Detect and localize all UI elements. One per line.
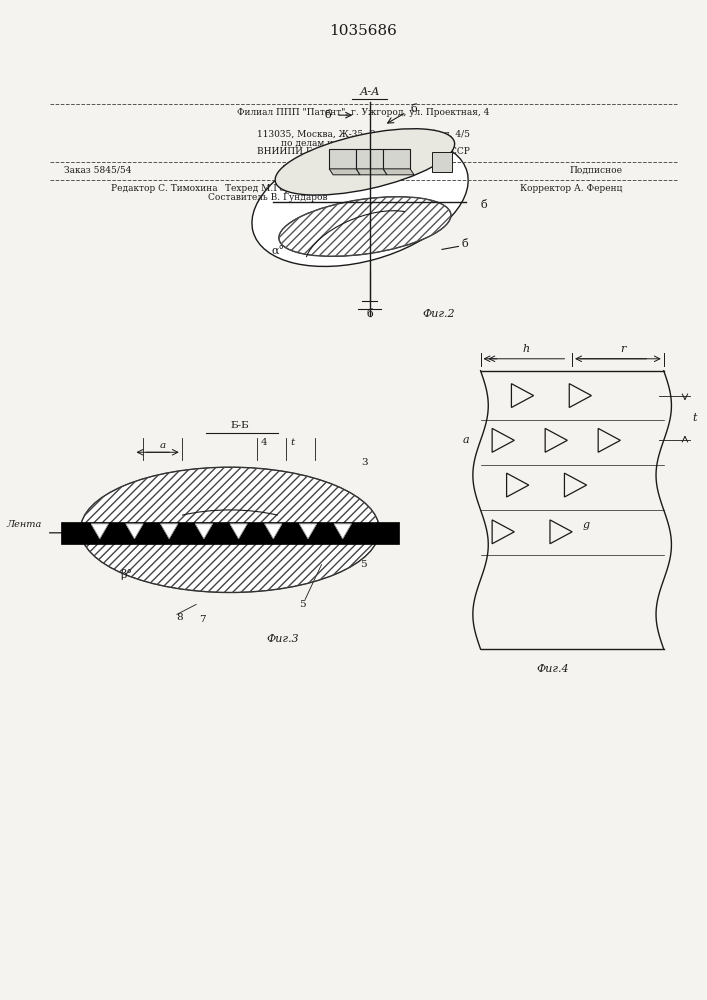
Polygon shape <box>356 149 383 169</box>
Text: б: б <box>410 104 417 114</box>
Text: a: a <box>463 435 469 445</box>
Text: α°: α° <box>271 246 285 256</box>
Text: Фиг.2: Фиг.2 <box>423 309 455 319</box>
Ellipse shape <box>279 197 451 256</box>
Text: Б-Б: Б-Б <box>230 421 249 430</box>
Text: ВНИИПИ Государственного комитета СССР: ВНИИПИ Государственного комитета СССР <box>257 147 470 156</box>
Text: Подписное: Подписное <box>569 165 622 174</box>
Polygon shape <box>62 522 399 544</box>
Text: t: t <box>291 438 295 447</box>
Ellipse shape <box>275 129 455 195</box>
Polygon shape <box>356 169 387 175</box>
Text: б: б <box>366 309 373 319</box>
Polygon shape <box>160 524 178 539</box>
Text: Составитель В. Гундаров: Составитель В. Гундаров <box>209 193 328 202</box>
Text: б: б <box>481 200 487 210</box>
Ellipse shape <box>81 467 380 592</box>
Ellipse shape <box>252 137 468 266</box>
Text: h: h <box>522 344 530 354</box>
Text: 1035686: 1035686 <box>329 24 397 38</box>
Text: б: б <box>325 110 331 120</box>
Text: Фиг.4: Фиг.4 <box>537 664 569 674</box>
Polygon shape <box>126 524 143 539</box>
Text: r: r <box>620 344 626 354</box>
Text: Фиг.3: Фиг.3 <box>267 634 299 644</box>
Text: g: g <box>583 520 590 530</box>
Polygon shape <box>264 524 282 539</box>
Text: Филиал ППП "Патент", г. Ужгород, ул. Проектная, 4: Филиал ППП "Патент", г. Ужгород, ул. Про… <box>238 108 490 117</box>
Text: a: a <box>159 441 165 450</box>
Text: 4: 4 <box>260 438 267 447</box>
Polygon shape <box>329 149 356 169</box>
Text: по делам изобретений и открытий: по делам изобретений и открытий <box>281 138 446 148</box>
Text: 5: 5 <box>299 600 305 609</box>
Text: 7: 7 <box>199 615 206 624</box>
Text: А-А: А-А <box>359 87 380 97</box>
Polygon shape <box>433 152 452 172</box>
Text: Редактор С. Тимохина: Редактор С. Тимохина <box>111 184 218 193</box>
Polygon shape <box>334 524 351 539</box>
Polygon shape <box>383 169 414 175</box>
Polygon shape <box>91 524 108 539</box>
Polygon shape <box>329 169 360 175</box>
Text: б: б <box>461 239 468 249</box>
Text: β°: β° <box>119 569 132 580</box>
Text: Корректор А. Ференц: Корректор А. Ференц <box>520 184 622 193</box>
Polygon shape <box>195 524 213 539</box>
Text: Заказ 5845/54: Заказ 5845/54 <box>64 165 131 174</box>
Text: Техред М.Гергель: Техред М.Гергель <box>225 184 311 193</box>
Text: 8: 8 <box>177 613 183 622</box>
Polygon shape <box>299 524 317 539</box>
Text: r: r <box>394 227 399 236</box>
Polygon shape <box>383 149 410 169</box>
Text: Лента: Лента <box>6 520 42 529</box>
Text: 5: 5 <box>360 560 366 569</box>
Text: Тираж 703: Тираж 703 <box>284 165 334 174</box>
Polygon shape <box>230 524 247 539</box>
Text: 113035, Москва, Ж-35, Раушская наб., д. 4/5: 113035, Москва, Ж-35, Раушская наб., д. … <box>257 129 470 139</box>
Text: 3: 3 <box>361 458 368 467</box>
Text: t: t <box>692 413 697 423</box>
